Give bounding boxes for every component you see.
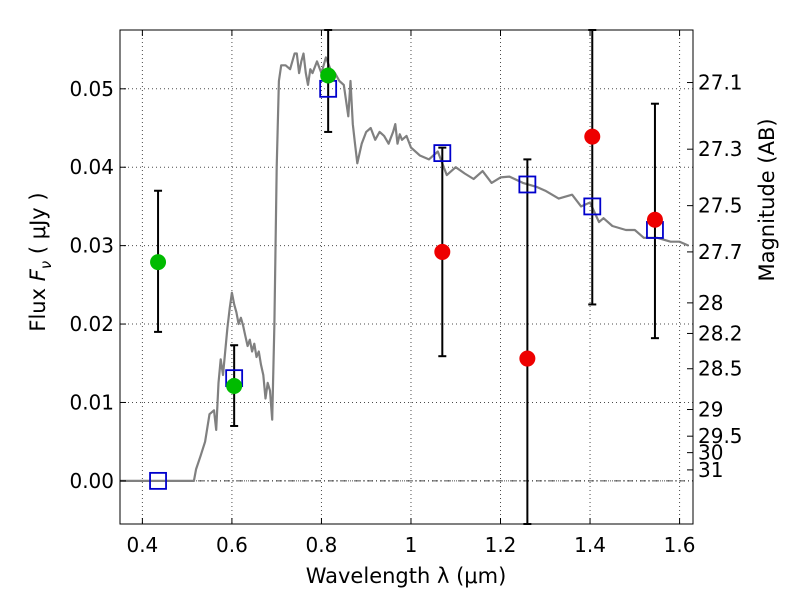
y2-tick-label-9: 30 [698,441,723,465]
model-flux-square-0 [149,471,167,490]
y-tick-label-4: 0.04 [69,155,114,179]
y2-tick-label-0: 27.1 [698,71,743,95]
x-tick-label-2: 0.8 [306,533,338,557]
red-data-point-3 [646,211,663,228]
y-tick-label-1: 0.01 [69,390,114,414]
y2-axis-label: Magnitude (AB) [755,118,779,281]
x-tick-label-1: 0.6 [216,533,248,557]
data-points [149,67,664,490]
y2-tick-label-7: 29 [698,398,723,422]
y2-tick-label-10: 31 [698,458,723,482]
x-axis-ticks: 0.4 0.6 0.8 1 1.2 1.4 1.6 [126,30,695,557]
model-flux-square-5 [583,197,602,216]
green-data-point-2 [320,67,337,84]
model-flux-square-3 [433,144,452,163]
error-bars [154,29,659,525]
y2-tick-label-2: 27.5 [698,194,743,218]
y-axis-label-post: ( μJy ) [26,192,50,260]
plot-frame [119,29,694,525]
x-tick-label-3: 1 [405,533,418,557]
y-axis-label-symbol: F [26,268,50,281]
x-tick-label-6: 1.6 [664,533,696,557]
y-axis-ticks: 0.00 0.01 0.02 0.03 0.04 0.05 [69,77,126,493]
model-spectrum [120,52,689,482]
x-tick-label-4: 1.2 [485,533,517,557]
x-axis-label: Wavelength λ (μm) [306,564,507,588]
y-tick-label-2: 0.02 [69,312,114,336]
red-data-point-0 [434,243,451,260]
y2-tick-label-8: 29.5 [698,424,743,448]
y2-tick-label-6: 28.5 [698,357,743,381]
y2-tick-label-1: 27.3 [698,137,743,161]
grid-lines [120,30,693,524]
y2-tick-label-3: 27.7 [698,240,743,264]
y-axis-label-subscript: ν [37,261,55,269]
y2-tick-label-5: 28.2 [698,321,743,345]
y-axis-label-pre: Flux [26,281,50,331]
red-data-point-1 [519,350,536,367]
model-spectrum-line [120,52,689,482]
green-data-point-1 [226,377,243,394]
y2-tick-label-4: 28 [698,291,723,315]
y-tick-label-5: 0.05 [69,77,114,101]
x-tick-label-5: 1.4 [574,533,606,557]
x-tick-label-0: 0.4 [126,533,158,557]
y-tick-label-3: 0.03 [69,234,114,258]
y-tick-label-0: 0.00 [69,469,114,493]
green-data-point-0 [150,254,167,271]
red-data-point-2 [584,128,601,145]
model-flux-square-4 [518,175,537,194]
y-axis-label: Flux Fν ( μJy ) [26,192,55,331]
